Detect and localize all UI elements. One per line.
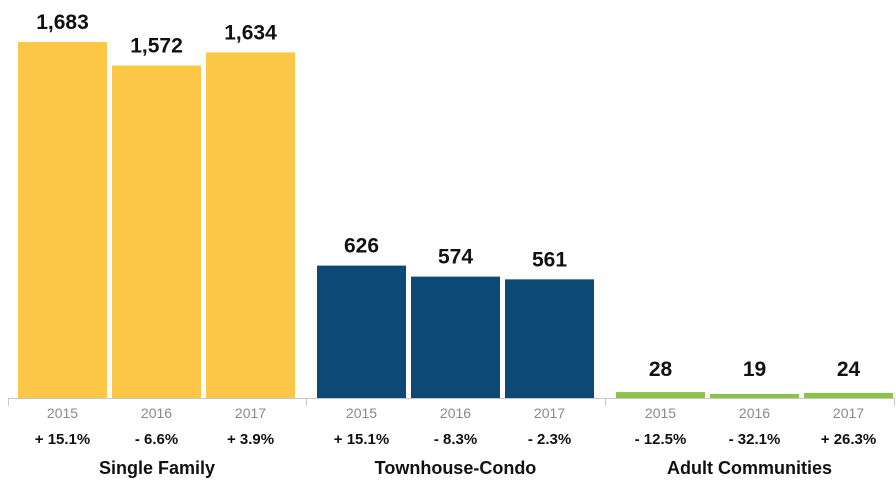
- year-tick-label: 2015: [47, 405, 78, 421]
- year-tick-label: 2016: [440, 405, 471, 421]
- year-tick-label: 2017: [534, 405, 565, 421]
- data-label: 1,683: [36, 11, 89, 34]
- data-label: 1,634: [224, 21, 277, 44]
- change-label: + 15.1%: [334, 431, 389, 448]
- bar-townhouse-condo-2015: [317, 265, 406, 398]
- change-label: - 6.6%: [135, 431, 178, 448]
- change-label: + 3.9%: [227, 431, 274, 448]
- data-label: 28: [649, 358, 673, 381]
- year-tick-label: 2017: [833, 405, 864, 421]
- change-label: - 2.3%: [528, 431, 571, 448]
- bar-townhouse-condo-2016: [411, 276, 500, 398]
- bar-adult-communities-2015: [616, 392, 705, 398]
- year-tick-label: 2015: [346, 405, 377, 421]
- data-label: 626: [344, 235, 379, 258]
- bar-adult-communities-2016: [710, 393, 799, 398]
- year-tick-label: 2017: [235, 405, 266, 421]
- year-tick-label: 2016: [141, 405, 172, 421]
- group-label: Adult Communities: [667, 458, 832, 478]
- data-label: 561: [532, 248, 567, 271]
- data-label: 19: [743, 358, 766, 381]
- bar-adult-communities-2017: [804, 392, 893, 398]
- group-label: Single Family: [99, 458, 215, 478]
- bar-single-family-2015: [18, 42, 107, 398]
- change-label: - 12.5%: [635, 431, 687, 448]
- data-label: 574: [438, 246, 473, 269]
- year-tick-label: 2015: [645, 405, 676, 421]
- group-label: Townhouse-Condo: [375, 458, 537, 478]
- change-label: + 15.1%: [35, 431, 90, 448]
- bar-townhouse-condo-2017: [505, 279, 594, 398]
- bar-single-family-2017: [206, 52, 295, 399]
- data-label: 1,572: [130, 35, 183, 58]
- change-label: + 26.3%: [821, 431, 876, 448]
- data-label: 24: [837, 358, 861, 381]
- change-label: - 8.3%: [434, 431, 477, 448]
- year-tick-label: 2016: [739, 405, 770, 421]
- bar-single-family-2016: [112, 65, 201, 398]
- change-label: - 32.1%: [729, 431, 781, 448]
